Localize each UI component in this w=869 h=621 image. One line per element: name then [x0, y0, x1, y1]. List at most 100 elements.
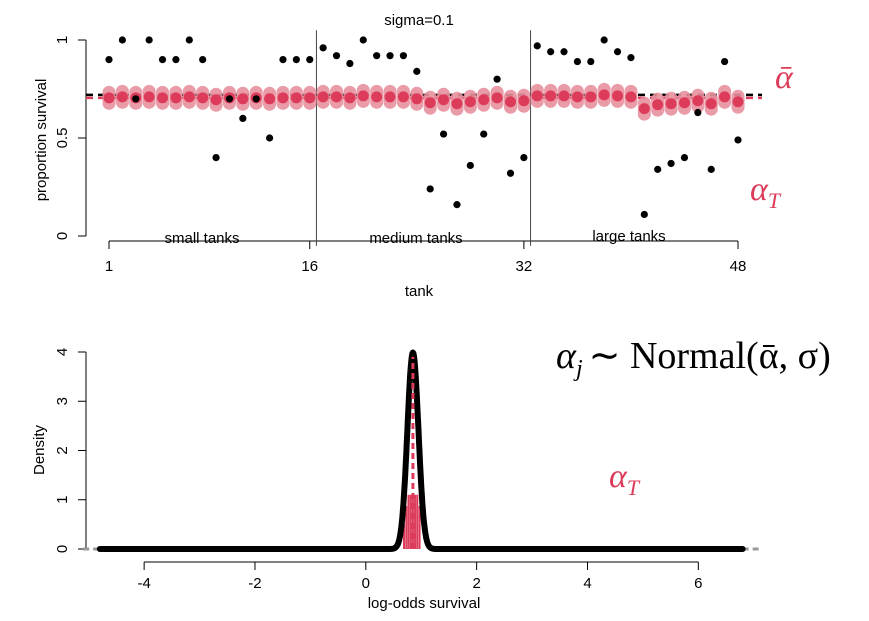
density-panel: Density log-odds survival αj ∼ Normal(ᾱ, … [31, 335, 831, 612]
observed-point [373, 52, 381, 60]
observed-point [185, 36, 193, 44]
observed-point [252, 95, 260, 103]
estimate-point [705, 98, 717, 110]
estimate-point [692, 95, 704, 107]
observed-point [600, 36, 608, 44]
observed-point [493, 75, 501, 83]
bottom-y-tick-label: 1 [54, 496, 71, 504]
density-curve [96, 349, 746, 552]
estimate-point [424, 97, 436, 109]
observed-point [560, 48, 568, 56]
observed-point [694, 108, 702, 117]
estimate-point [290, 92, 302, 104]
estimate-point [719, 91, 731, 103]
observed-point [439, 130, 448, 138]
bottom-y-tick-label: 3 [54, 397, 71, 405]
bottom-x-tick-label: 2 [472, 575, 480, 592]
observed-points [105, 36, 742, 219]
estimate-point [504, 96, 516, 108]
estimate-point [464, 96, 476, 108]
observed-point [587, 57, 595, 66]
prior-formula: αj ∼ Normal(ᾱ, σ) [556, 335, 831, 382]
bottom-alpha-t-label: αT [609, 458, 641, 500]
estimate-point [518, 95, 530, 107]
bottom-y-axis-label: Density [31, 424, 48, 475]
survival-panel: sigma=0.1 proportion survival tank small… [33, 12, 794, 300]
estimate-point [277, 92, 289, 104]
top-y-tick-label: 0 [54, 232, 71, 240]
bottom-x-tick-label: -4 [137, 575, 150, 592]
estimate-point [183, 91, 195, 103]
estimate-point [170, 92, 182, 104]
observed-point [118, 36, 126, 44]
bottom-x-tick-label: 6 [694, 575, 702, 592]
estimate-point [612, 90, 624, 102]
top-x-tick-label: 1 [105, 258, 113, 275]
estimate-point [665, 98, 677, 110]
observed-point [520, 154, 528, 162]
estimate-point [143, 91, 155, 103]
estimate-point [237, 93, 249, 105]
observed-point [172, 56, 180, 64]
observed-point [734, 136, 742, 144]
observed-point [225, 95, 234, 103]
observed-point [640, 210, 648, 219]
observed-point [667, 159, 675, 168]
estimate-point [157, 92, 169, 104]
estimate-point [411, 93, 423, 105]
estimate-point [571, 91, 583, 103]
estimate-point [598, 89, 610, 101]
observed-point [346, 59, 354, 68]
estimate-point [344, 92, 356, 104]
true-alpha-ticks [403, 494, 421, 549]
observed-point [721, 57, 729, 66]
estimate-point [625, 91, 637, 103]
bottom-y-tick-label: 2 [54, 446, 71, 454]
estimate-point [438, 94, 450, 106]
observed-point [399, 52, 408, 60]
observed-point [573, 57, 582, 66]
estimate-point [638, 103, 650, 115]
observed-point [306, 56, 314, 64]
estimate-point [397, 91, 409, 103]
top-y-tick-label: 0.5 [54, 128, 71, 149]
top-x-axis-label: tank [405, 283, 434, 300]
observed-point [707, 165, 715, 173]
density-curve-group [83, 349, 760, 552]
observed-point [132, 95, 140, 103]
observed-point [265, 134, 274, 142]
observed-point [319, 44, 327, 52]
estimate-point [384, 91, 396, 103]
observed-point [359, 36, 367, 44]
top-y-axis-label: proportion survival [33, 79, 50, 202]
observed-point [547, 48, 555, 56]
estimate-point [357, 90, 369, 102]
top-x-tick-label: 48 [730, 258, 747, 275]
observed-point [680, 154, 689, 162]
estimate-point [585, 91, 597, 103]
estimate-point [331, 91, 343, 103]
estimate-point [678, 97, 690, 109]
estimate-point [478, 94, 490, 106]
estimate-point [103, 92, 115, 104]
observed-point [627, 54, 635, 62]
estimate-point [197, 92, 209, 104]
estimate-point [545, 90, 557, 102]
region-label-large: large tanks [592, 228, 665, 245]
region-label-small: small tanks [164, 230, 239, 247]
estimate-point [264, 93, 276, 105]
bottom-x-tick-label: 0 [362, 575, 370, 592]
estimate-markers [102, 82, 745, 121]
observed-point [292, 56, 300, 64]
region-label-medium: medium tanks [369, 230, 462, 247]
bottom-x-tick-label: 4 [583, 575, 591, 592]
bottom-axes: 0 1 2 3 4 -4 -2 0 2 4 6 [54, 348, 703, 592]
observed-point [105, 56, 113, 64]
estimate-point [371, 91, 383, 103]
alpha-t-label: αT [750, 171, 782, 213]
top-x-tick-label: 16 [301, 258, 318, 275]
top-x-tick-label: 32 [516, 258, 533, 275]
observed-point [386, 52, 394, 60]
